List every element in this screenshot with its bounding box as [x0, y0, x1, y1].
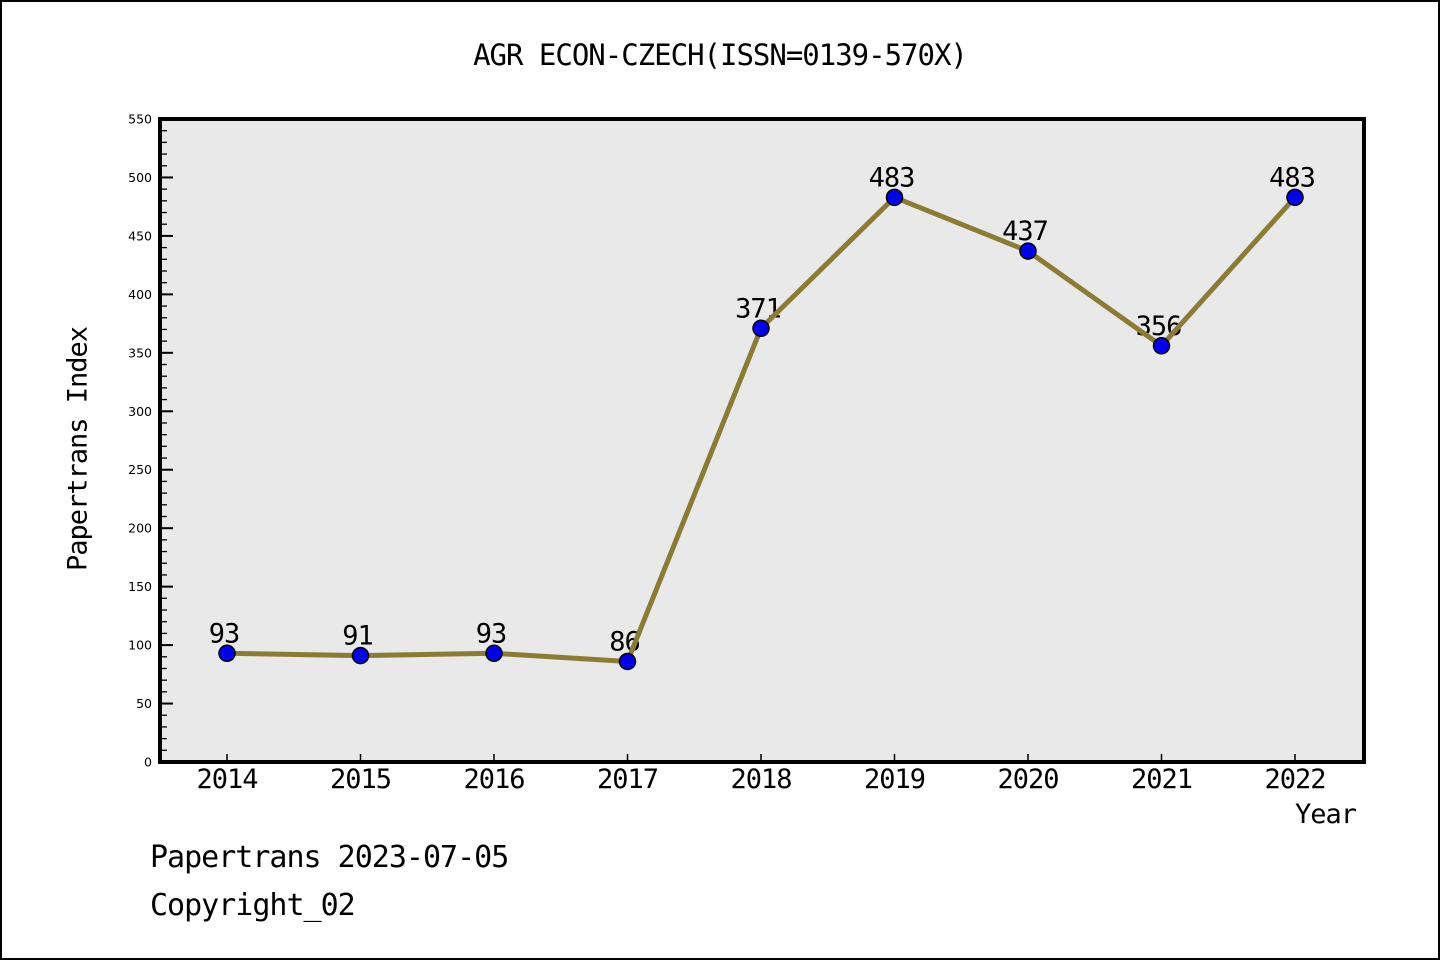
data-point-marker: [218, 644, 236, 663]
x-tick-label: 2017: [597, 764, 658, 795]
data-point-label: 371: [735, 293, 781, 324]
y-tick-label: 400: [128, 287, 152, 302]
data-point-marker: [1152, 337, 1171, 355]
y-tick-label: 100: [128, 638, 152, 653]
x-tick-label: 2019: [864, 764, 925, 795]
data-point-marker: [752, 319, 770, 338]
data-point-label: 93: [476, 618, 507, 649]
y-tick-label: 200: [128, 521, 152, 536]
data-point-label: 356: [1136, 311, 1182, 342]
x-tick-label: 2021: [1131, 764, 1192, 795]
y-tick-label: 550: [128, 112, 152, 127]
data-point-label: 91: [342, 621, 373, 652]
data-point-marker: [351, 646, 370, 665]
x-axis-label: Year: [1294, 799, 1357, 830]
data-point-marker: [485, 644, 503, 663]
x-tick-label: 2018: [730, 764, 791, 795]
data-point-label: 483: [1269, 162, 1315, 193]
plot-background: [160, 119, 1364, 762]
data-point-marker: [1019, 242, 1037, 260]
data-point-label: 483: [869, 162, 915, 193]
data-point-marker: [885, 188, 904, 207]
data-point-marker: [618, 652, 637, 671]
x-tick-label: 2022: [1264, 764, 1325, 795]
y-tick-label: 50: [136, 696, 152, 711]
footer-copyright: Copyright_02: [150, 888, 356, 923]
y-tick-label: 300: [128, 404, 152, 419]
y-tick-label: 450: [128, 228, 152, 243]
y-tick-label: 0: [144, 755, 152, 770]
x-tick-label: 2020: [997, 764, 1058, 795]
chart-title: AGR ECON-CZECH(ISSN=0139-570X): [473, 38, 968, 72]
y-tick-label: 350: [128, 345, 152, 360]
x-tick-label: 2015: [330, 764, 391, 795]
footer-watermark: Papertrans 2023-07-05: [150, 840, 509, 875]
y-tick-label: 150: [128, 579, 152, 594]
y-tick-label: 500: [128, 170, 152, 185]
x-tick-label: 2016: [463, 764, 524, 795]
x-tick-label: 2014: [196, 764, 257, 795]
data-point-marker: [1286, 188, 1304, 207]
data-point-label: 93: [209, 618, 240, 649]
plot-frame: [158, 117, 1366, 764]
y-tick-label: 250: [128, 462, 152, 477]
